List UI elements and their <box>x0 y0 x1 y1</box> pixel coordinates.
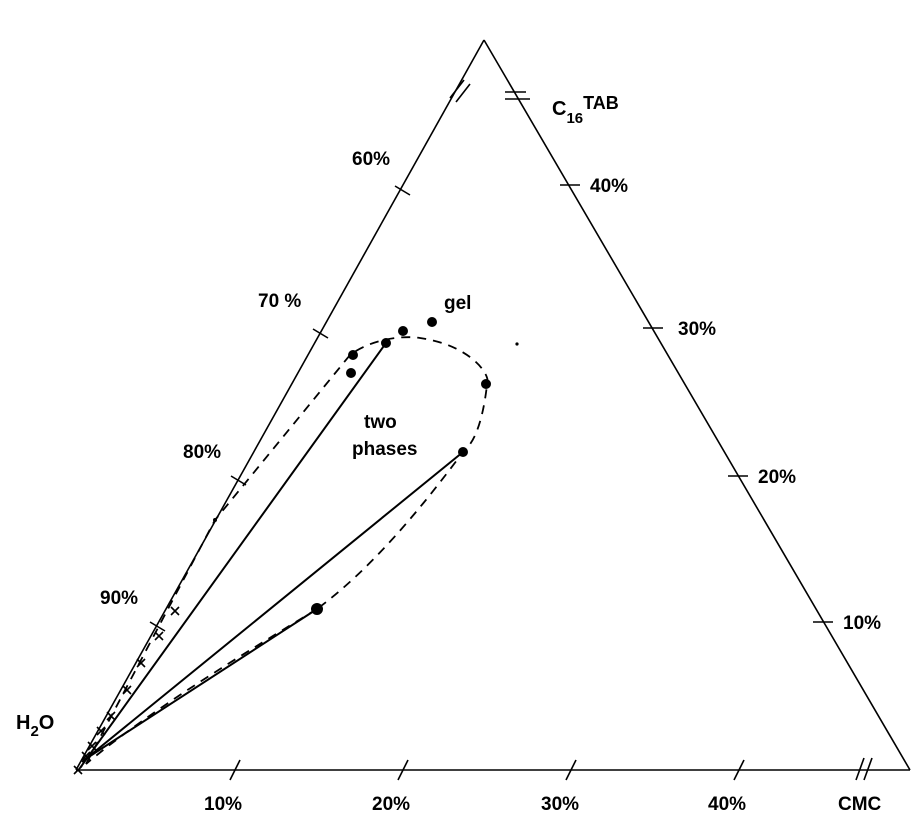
right-tick-label: 40% <box>590 176 628 197</box>
left-edge <box>75 39 485 771</box>
tie-line-lower <box>83 608 318 761</box>
data-point <box>311 603 323 615</box>
phase-boundary-loop <box>85 336 489 765</box>
phase-boundary-tail <box>85 608 318 765</box>
right-tick-label: 10% <box>843 613 881 634</box>
data-point <box>381 338 391 348</box>
bottom-tick-label: 10% <box>204 794 242 815</box>
cross-marker <box>81 751 91 761</box>
triangle-outline <box>75 39 911 771</box>
cross-marker <box>87 741 97 751</box>
data-point <box>213 518 217 522</box>
bottom-edge-ticks <box>229 759 745 781</box>
region-label-two: two <box>364 412 397 433</box>
data-point <box>398 326 408 336</box>
left-tick-label: 60% <box>352 149 390 170</box>
bottom-tick-label: 20% <box>372 794 410 815</box>
left-edge-ticks <box>149 185 411 632</box>
data-point <box>348 350 358 360</box>
left-tick-label: 90% <box>100 588 138 609</box>
cross-marker <box>154 631 164 641</box>
data-point <box>346 368 356 378</box>
cross-markers <box>73 606 180 775</box>
vertex-label-left: H2O <box>16 712 54 740</box>
vertex-label-top: C16TAB <box>552 93 619 127</box>
axis-breaks <box>449 79 873 781</box>
cross-marker <box>106 711 116 721</box>
phase-boundary <box>85 336 519 765</box>
tie-line-middle <box>81 451 464 763</box>
gel-points <box>213 317 491 615</box>
cross-marker <box>170 606 180 616</box>
bottom-tick-label: 30% <box>541 794 579 815</box>
right-tick-label: 20% <box>758 467 796 488</box>
right-edge-ticks <box>560 184 833 623</box>
cross-marker <box>96 726 106 736</box>
region-label-phases: phases <box>352 439 417 460</box>
vertex-label-right: CMC <box>838 794 882 815</box>
right-edge <box>483 39 911 771</box>
data-point <box>427 317 437 327</box>
tie-lines <box>79 342 464 769</box>
cross-marker <box>73 765 83 775</box>
cross-marker <box>136 658 146 668</box>
right-tick-label: 30% <box>678 319 716 340</box>
cross-marker <box>122 685 132 695</box>
left-tick-label: 80% <box>183 442 221 463</box>
data-point <box>481 379 491 389</box>
region-label-gel: gel <box>444 293 471 314</box>
data-point <box>458 447 468 457</box>
left-tick-label: 70 % <box>258 291 301 312</box>
tie-line-upper <box>79 342 387 769</box>
bottom-tick-label: 40% <box>708 794 746 815</box>
